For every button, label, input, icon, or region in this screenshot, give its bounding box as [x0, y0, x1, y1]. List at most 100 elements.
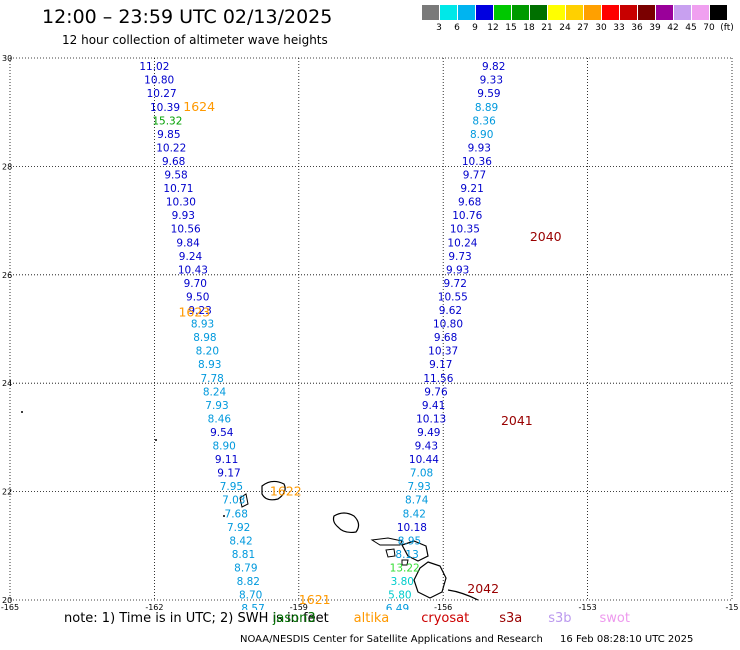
colorbar-tick-label: 70: [703, 23, 715, 33]
wave-height-value: 10.76: [452, 210, 482, 222]
wave-height-value: 9.62: [439, 305, 462, 317]
wave-height-value: 9.17: [429, 359, 452, 371]
wave-height-value: 10.24: [447, 237, 477, 249]
wave-height-value: 9.68: [458, 197, 481, 209]
x-tick-label: -15: [725, 603, 738, 610]
wave-height-value: 8.42: [229, 535, 252, 547]
colorbar-swatch: [530, 5, 547, 20]
satellite-legend-swot: swot: [599, 611, 630, 626]
colorbar-swatch: [692, 5, 709, 20]
colorbar-tick-label: 12: [487, 23, 499, 33]
wave-height-value: 8.20: [196, 346, 219, 358]
molokai-island: [370, 537, 403, 546]
wave-height-value: 10.71: [163, 183, 193, 195]
wave-height-value: 10.56: [171, 224, 201, 236]
wave-height-value: 10.55: [438, 291, 468, 303]
wave-height-value: 8.36: [472, 115, 496, 127]
wave-height-value: 9.21: [460, 183, 483, 195]
wave-height-value: 11.56: [423, 373, 453, 385]
wave-height-value: 10.37: [428, 346, 458, 358]
wave-height-value: 8.13: [395, 549, 418, 561]
wave-height-value: 5.80: [388, 590, 411, 602]
wave-height-value: 9.85: [157, 129, 180, 141]
wave-height-value: 10.44: [409, 454, 439, 466]
colorbar-tick-label: 42: [667, 23, 679, 33]
wave-height-value: 8.90: [470, 129, 493, 141]
pass-number-label: 2040: [530, 229, 562, 244]
pass-number-label: 1624: [183, 99, 215, 114]
wave-height-value: 10.43: [178, 264, 208, 276]
wave-height-value: 8.79: [234, 562, 257, 574]
wave-height-value: 10.39: [150, 102, 180, 114]
wave-height-value: 8.81: [232, 549, 255, 561]
colorbar-swatch: [512, 5, 529, 20]
niihau-island: [239, 493, 249, 508]
wave-height-value: 9.23: [188, 305, 211, 317]
colorbar-swatch: [494, 5, 511, 20]
colorbar-tick-label: 30: [595, 23, 607, 33]
wave-height-value: 8.93: [191, 319, 214, 331]
satellite-legend-cryosat: cryosat: [421, 611, 470, 626]
wave-height-value: 8.82: [237, 576, 260, 588]
wave-height-value: 10.80: [144, 75, 174, 87]
wave-height-value: 11.02: [139, 61, 169, 73]
x-tick-label: -162: [145, 603, 163, 610]
kaula-islet: [223, 515, 225, 517]
wave-height-value: 10.27: [147, 88, 177, 100]
y-tick-label: 28: [2, 162, 12, 171]
colorbar-tick-label: 36: [631, 23, 643, 33]
x-tick-label: -153: [579, 603, 597, 610]
wave-height-value: 10.36: [462, 156, 492, 168]
wave-height-value: 7.93: [205, 400, 228, 412]
wave-height-value: 9.70: [184, 278, 207, 290]
footer-timestamp: 16 Feb 08:28:10 UTC 2025: [560, 634, 694, 645]
colorbar-tick-label: 6: [454, 23, 460, 33]
wave-height-value: 9.93: [446, 264, 469, 276]
wave-height-value: 6.49: [386, 603, 409, 610]
note-line: note: 1) Time is in UTC; 2) SWH is in fe…: [64, 611, 630, 626]
kauai-island: [261, 480, 286, 501]
wave-height-value: 8.93: [198, 359, 221, 371]
wave-height-value: 9.41: [422, 400, 445, 412]
pass-number-label: 1622: [270, 484, 302, 499]
colorbar-swatch: [710, 5, 727, 20]
kahoolawe-island: [401, 559, 409, 566]
wave-height-value: 10.22: [156, 142, 186, 154]
hawaii-big-island-south: [447, 589, 479, 601]
hawaii-big-island: [413, 561, 447, 599]
hawaii-coastlines: [21, 411, 479, 601]
map-title: 12:00 – 23:59 UTC 02/13/2025: [42, 6, 333, 28]
satellite-legend: jason3 altika cryosat s3a s3b swot: [273, 611, 630, 626]
wave-height-value: 7.92: [227, 522, 250, 534]
y-tick-label: 20: [2, 596, 12, 605]
colorbar-tick-label: (ft): [720, 23, 734, 33]
colorbar-tick-label: 15: [505, 23, 517, 33]
colorbar-swatch: [566, 5, 583, 20]
oahu-island: [332, 512, 360, 534]
wave-height-value: 8.98: [193, 332, 216, 344]
wave-height-labels: 11.0210.8010.2710.3915.329.8510.229.689.…: [139, 61, 505, 610]
wave-height-value: 9.93: [172, 210, 195, 222]
altimeter-map: 11.0210.8010.2710.3915.329.8510.229.689.…: [1, 54, 739, 610]
colorbar-tick-label: 33: [613, 23, 625, 33]
satellite-legend-altika: altika: [353, 611, 390, 626]
colorbar-tick-label: 3: [436, 23, 442, 33]
colorbar-swatch: [674, 5, 691, 20]
colorbar-swatch: [602, 5, 619, 20]
colorbar-tick-label: 9: [472, 23, 478, 33]
wave-height-value: 9.76: [424, 386, 448, 398]
colorbar-swatch: [620, 5, 637, 20]
pass-number-label: 1621: [299, 592, 331, 607]
wave-height-value: 9.49: [417, 427, 440, 439]
wave-height-value: 9.93: [468, 142, 491, 154]
wave-height-value: 10.35: [450, 224, 480, 236]
wave-height-value: 7.68: [225, 508, 248, 520]
y-tick-label: 24: [2, 379, 12, 388]
lanai-island: [385, 548, 396, 558]
wave-height-value: 8.95: [398, 535, 421, 547]
pass-number-labels: 1624 1623 1622 1621 2040 2041 2042: [178, 99, 561, 607]
satellite-legend-s3a: s3a: [499, 611, 523, 626]
wave-height-value: 8.74: [405, 495, 429, 507]
wave-height-value: 13.22: [390, 562, 420, 574]
wave-height-value: 8.46: [208, 413, 232, 425]
